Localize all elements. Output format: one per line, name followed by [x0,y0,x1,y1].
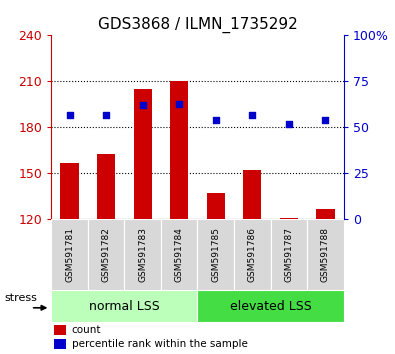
Bar [51,290,198,322]
Bar [124,219,161,290]
Bar [134,89,152,219]
Point [139,103,146,108]
Bar [161,219,198,290]
Bar [243,170,261,219]
Point [213,117,219,123]
Point [66,112,73,118]
Text: normal LSS: normal LSS [89,300,160,313]
Bar [51,219,88,290]
Bar [198,219,234,290]
Bar [97,154,115,219]
Text: GSM591788: GSM591788 [321,227,330,282]
Bar [60,163,79,219]
Text: count: count [72,325,101,335]
Bar [280,218,298,219]
Bar [170,81,188,219]
Bar [54,339,66,349]
Bar [198,290,344,322]
Text: GSM591781: GSM591781 [65,227,74,282]
Text: elevated LSS: elevated LSS [230,300,311,313]
Bar [234,219,271,290]
Text: GSM591782: GSM591782 [102,227,111,282]
Text: percentile rank within the sample: percentile rank within the sample [72,339,248,349]
Point [286,121,292,127]
Title: GDS3868 / ILMN_1735292: GDS3868 / ILMN_1735292 [98,16,297,33]
Bar [307,219,344,290]
Bar [316,209,335,219]
Text: GSM591785: GSM591785 [211,227,220,282]
Text: GSM591784: GSM591784 [175,227,184,282]
Text: GSM591787: GSM591787 [284,227,293,282]
Point [249,112,256,118]
Text: GSM591786: GSM591786 [248,227,257,282]
Bar [271,219,307,290]
Bar [207,193,225,219]
Point [322,117,329,123]
Point [103,112,109,118]
Bar [88,219,124,290]
Text: GSM591783: GSM591783 [138,227,147,282]
Text: stress: stress [4,293,37,303]
Point [176,101,182,106]
Bar [54,325,66,335]
